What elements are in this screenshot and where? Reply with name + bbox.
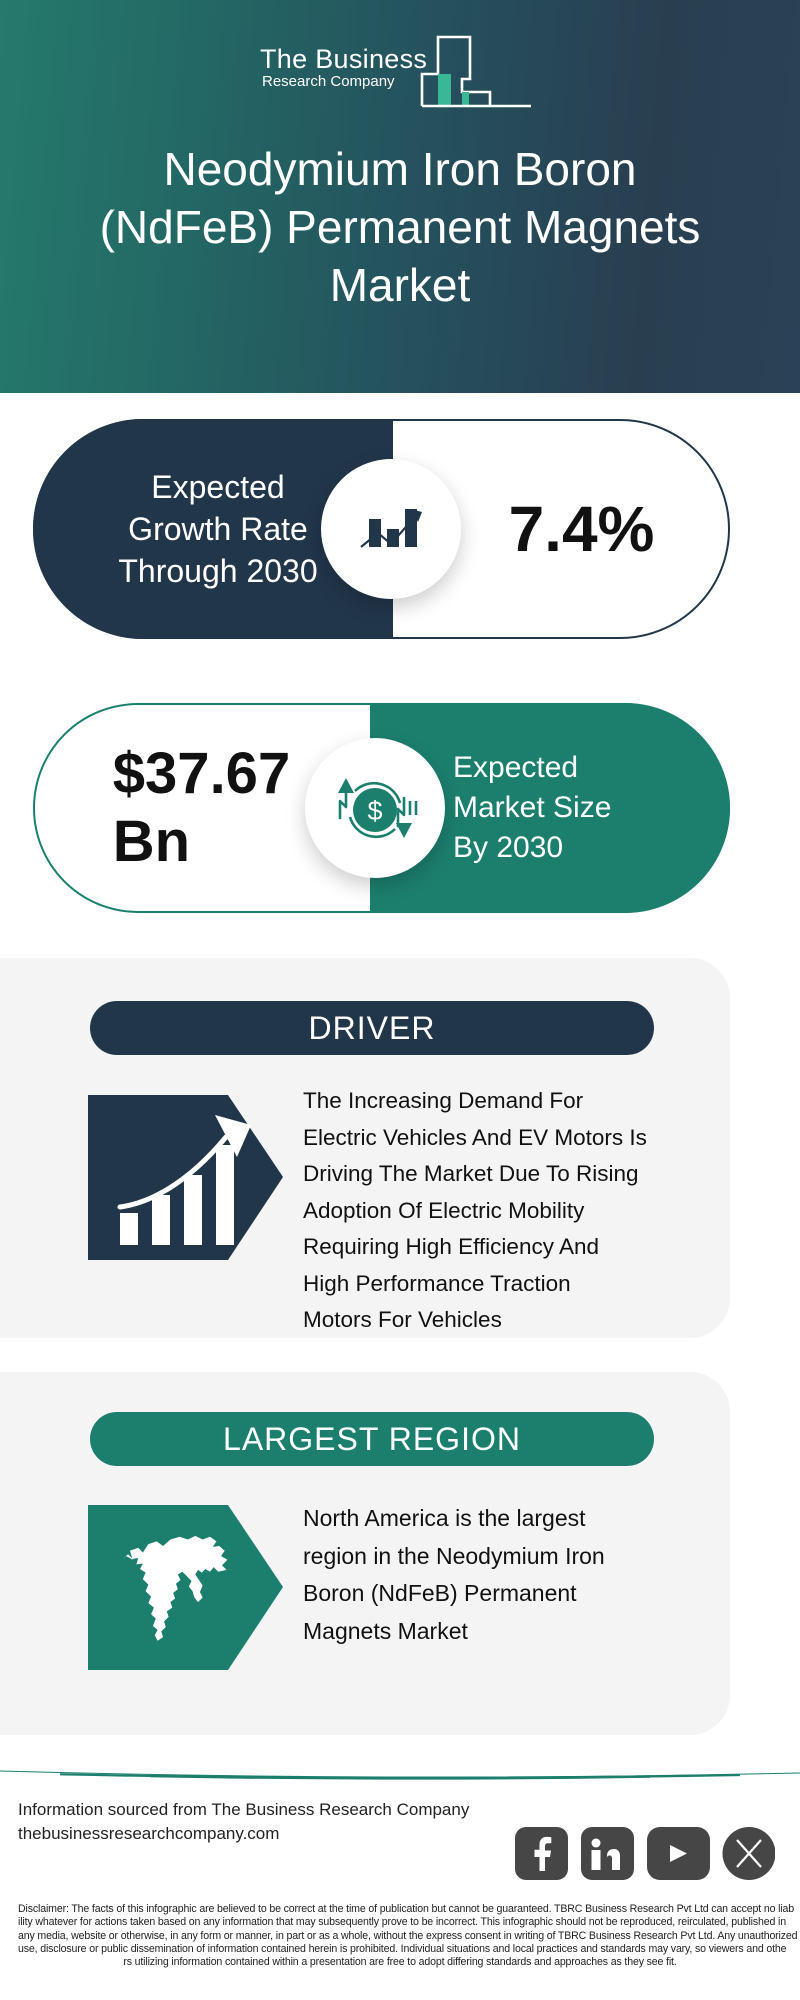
svg-text:Research Company: Research Company: [262, 73, 395, 90]
svg-text:The Business: The Business: [260, 44, 427, 74]
